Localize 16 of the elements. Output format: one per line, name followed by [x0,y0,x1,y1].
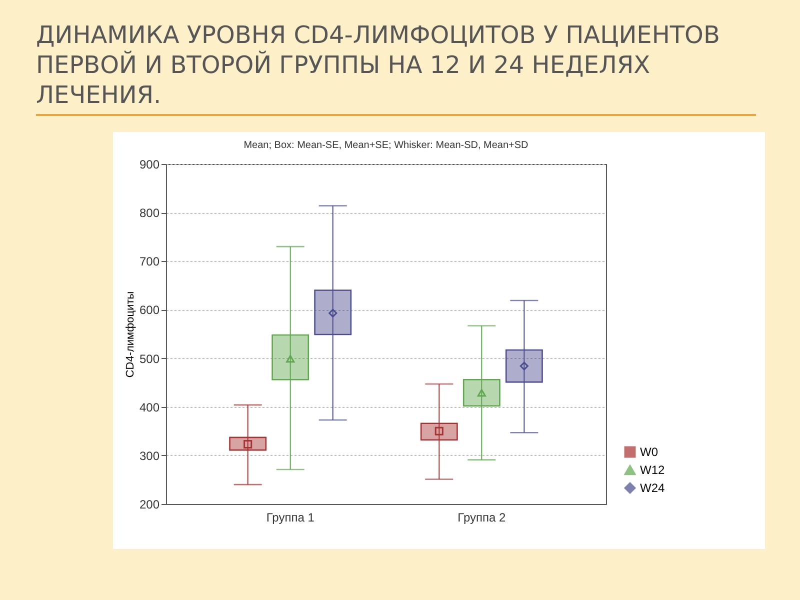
legend-label: W24 [640,481,665,495]
y-tick-label: 400 [139,400,160,414]
y-tick-label: 200 [139,498,160,512]
y-tick-label: 800 [139,206,160,220]
y-tick-label: 700 [139,254,160,269]
x-tick-label: Группа 1 [266,510,315,524]
y-tick-label: 600 [139,303,160,318]
y-axis-title: CD4-лимфоциты [124,291,136,378]
y-tick-label: 300 [139,448,160,463]
x-tick-label: Группа 2 [458,510,506,524]
legend-label: W12 [640,463,665,477]
chart-title: ДИНАМИКА УРОВНЯ CD4-ЛИМФОЦИТОВ У ПАЦИЕНТОВ ПЕРВОЙ И ВТОРОЙ ГРУППЫ НА 12 И 24 НЕДЕЛЯХ ЛЕЧЕНИЯ. [36,20,756,116]
chart-subtitle: Mean; Box: Mean-SE, Mean+SE; Whisker: Mean-SD, Mean+SD [244,140,528,151]
y-tick-label: 900 [139,158,160,172]
legend-label: W0 [640,445,658,459]
y-tick-label: 500 [139,352,160,366]
